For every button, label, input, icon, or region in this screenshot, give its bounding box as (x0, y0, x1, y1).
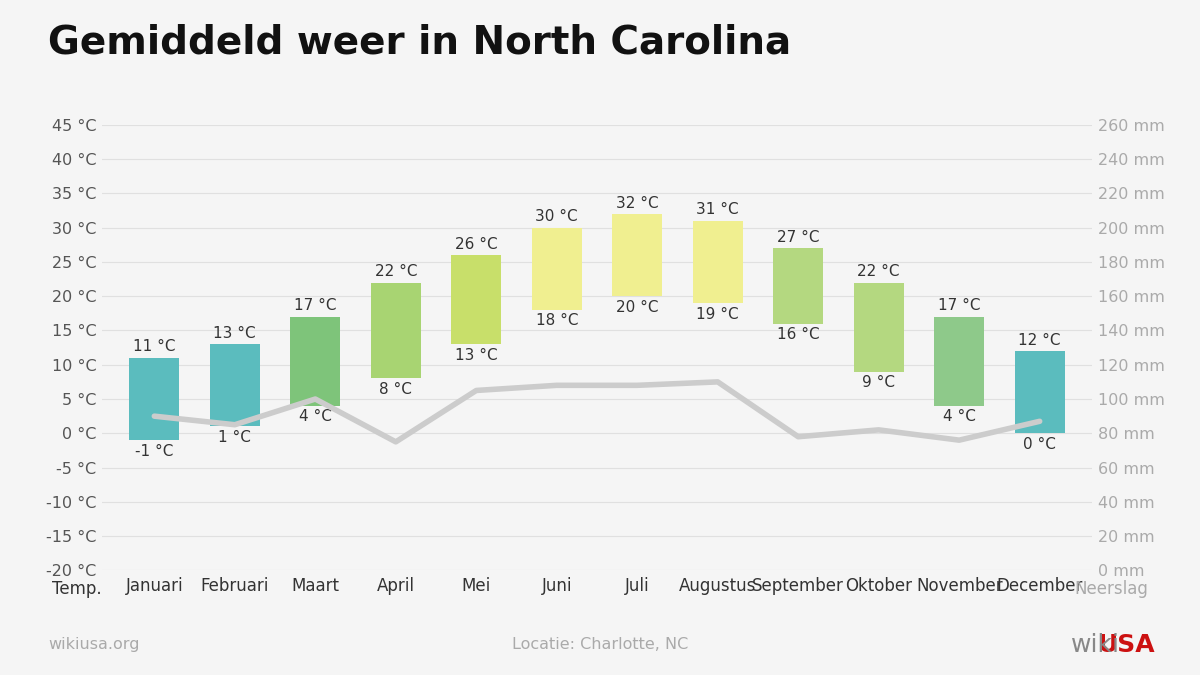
Text: 13 °C: 13 °C (214, 326, 256, 341)
Text: 22 °C: 22 °C (858, 264, 900, 279)
Text: 19 °C: 19 °C (696, 306, 739, 321)
Bar (371, 283, 421, 379)
Text: -1 °C: -1 °C (136, 443, 174, 458)
Text: 18 °C: 18 °C (535, 313, 578, 328)
Text: 9 °C: 9 °C (863, 375, 895, 390)
Text: 22 °C: 22 °C (374, 264, 418, 279)
Text: 27 °C: 27 °C (776, 230, 820, 245)
Text: 4 °C: 4 °C (299, 409, 331, 425)
Text: 11 °C: 11 °C (133, 340, 175, 354)
Text: USA: USA (1098, 632, 1156, 657)
Text: Locatie: Charlotte, NC: Locatie: Charlotte, NC (512, 637, 688, 652)
Bar (935, 317, 984, 406)
Bar (451, 255, 502, 344)
Text: 1 °C: 1 °C (218, 430, 251, 445)
Bar (853, 283, 904, 372)
Text: Temp.: Temp. (52, 580, 101, 597)
Text: 16 °C: 16 °C (776, 327, 820, 342)
Text: 20 °C: 20 °C (616, 300, 659, 315)
Text: 31 °C: 31 °C (696, 202, 739, 217)
Text: 8 °C: 8 °C (379, 382, 413, 397)
Text: 17 °C: 17 °C (938, 298, 980, 313)
Bar (612, 214, 662, 296)
Bar (692, 221, 743, 303)
Text: 30 °C: 30 °C (535, 209, 578, 224)
Bar (1015, 351, 1064, 433)
Text: 32 °C: 32 °C (616, 196, 659, 211)
Text: 4 °C: 4 °C (943, 409, 976, 425)
Text: 12 °C: 12 °C (1019, 333, 1061, 348)
Bar (290, 317, 341, 406)
Text: 26 °C: 26 °C (455, 237, 498, 252)
Text: wiki: wiki (1070, 632, 1120, 657)
Text: wikiusa.org: wikiusa.org (48, 637, 139, 652)
Text: Neerslag: Neerslag (1074, 580, 1148, 597)
Bar (773, 248, 823, 323)
Bar (210, 344, 259, 427)
Bar (130, 358, 179, 440)
Text: 0 °C: 0 °C (1024, 437, 1056, 452)
Text: 13 °C: 13 °C (455, 348, 498, 362)
Text: Gemiddeld weer in North Carolina: Gemiddeld weer in North Carolina (48, 24, 791, 61)
Bar (532, 227, 582, 310)
Text: 17 °C: 17 °C (294, 298, 336, 313)
